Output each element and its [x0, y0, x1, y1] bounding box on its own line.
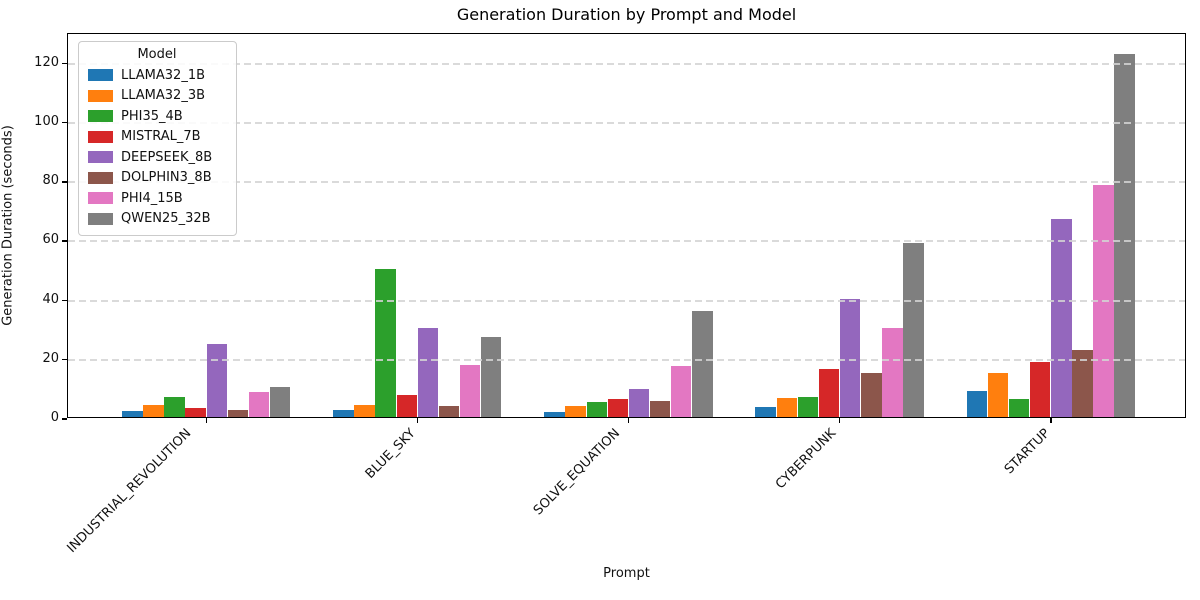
y-tick-label-40: 40	[42, 291, 59, 307]
legend-swatch-icon	[88, 171, 113, 184]
y-tick-mark	[62, 121, 67, 124]
bar-PHI35_4B-STARTUP	[1008, 398, 1030, 417]
legend-item-PHI4_15B: PHI4_15B	[88, 188, 226, 209]
bar-QWEN25_32B-STARTUP	[1114, 53, 1135, 417]
legend-label: PHI35_4B	[121, 108, 183, 124]
bar-PHI35_4B-INDUSTRIAL_REVOLUTION	[164, 396, 185, 417]
x-tick-mark	[205, 418, 207, 423]
bar-DEEPSEEK_8B-INDUSTRIAL_REVOLUTION	[206, 343, 227, 417]
x-axis-label: Prompt	[603, 566, 650, 581]
y-tick-mark	[62, 181, 67, 183]
x-tick-mark	[627, 418, 630, 423]
legend-label: QWEN25_32B	[121, 211, 211, 227]
legend-swatch-icon	[88, 130, 113, 143]
bar-DOLPHIN3_8B-INDUSTRIAL_REVOLUTION	[227, 409, 249, 417]
bar-PHI4_15B-SOLVE_EQUATION	[670, 366, 692, 417]
bar-DOLPHIN3_8B-SOLVE_EQUATION	[649, 401, 671, 417]
legend-item-PHI35_4B: PHI35_4B	[88, 106, 226, 127]
bar-PHI4_15B-CYBERPUNK	[882, 328, 903, 417]
bar-QWEN25_32B-BLUE_SKY	[480, 337, 502, 417]
y-tick-label-20: 20	[42, 350, 59, 366]
bar-LLAMA32_1B-CYBERPUNK	[755, 406, 776, 417]
bar-PHI35_4B-BLUE_SKY	[375, 268, 396, 417]
bar-DOLPHIN3_8B-CYBERPUNK	[861, 372, 882, 417]
legend-title: Model	[137, 47, 177, 62]
bar-PHI35_4B-SOLVE_EQUATION	[586, 401, 608, 417]
legend-swatch-icon	[88, 89, 113, 102]
bar-DOLPHIN3_8B-STARTUP	[1072, 349, 1093, 417]
x-tick-mark	[838, 418, 841, 423]
y-tick-label-100: 100	[34, 113, 59, 129]
bar-LLAMA32_3B-SOLVE_EQUATION	[565, 406, 586, 417]
legend-swatch-icon	[88, 212, 113, 225]
x-tick-mark	[1050, 418, 1052, 423]
bar-MISTRAL_7B-SOLVE_EQUATION	[607, 399, 629, 417]
bar-MISTRAL_7B-STARTUP	[1029, 361, 1051, 417]
x-tick-label-SOLVE_EQUATION: SOLVE_EQUATION	[531, 426, 624, 519]
y-tick-mark	[62, 62, 67, 65]
legend-items: LLAMA32_1B LLAMA32_3B PHI35_4B MISTRAL_7B DE…	[88, 65, 226, 229]
bar-QWEN25_32B-CYBERPUNK	[903, 242, 924, 417]
x-tick-label-INDUSTRIAL_REVOLUTION: INDUSTRIAL_REVOLUTION	[64, 426, 195, 556]
bar-PHI4_15B-INDUSTRIAL_REVOLUTION	[248, 391, 270, 417]
y-tick-mark	[62, 418, 67, 420]
bar-LLAMA32_1B-INDUSTRIAL_REVOLUTION	[122, 410, 143, 417]
bar-LLAMA32_1B-SOLVE_EQUATION	[544, 411, 565, 417]
bar-LLAMA32_1B-STARTUP	[966, 390, 988, 417]
bar-PHI4_15B-STARTUP	[1093, 184, 1114, 417]
legend-label: LLAMA32_1B	[121, 67, 206, 83]
legend-label: DEEPSEEK_8B	[121, 149, 213, 165]
y-tick-mark	[62, 299, 67, 302]
legend-item-LLAMA32_3B: LLAMA32_3B	[88, 86, 226, 107]
legend-swatch-icon	[88, 69, 113, 82]
x-tick-label-STARTUP: STARTUP	[1001, 426, 1054, 478]
legend-item-QWEN25_32B: QWEN25_32B	[88, 209, 226, 230]
legend: Model LLAMA32_1B LLAMA32_3B PHI35_4B MISTRA…	[78, 41, 237, 236]
legend-label: MISTRAL_7B	[121, 129, 201, 145]
gridline-y20	[68, 358, 1185, 361]
legend-swatch-icon	[88, 192, 113, 205]
y-tick-mark	[62, 358, 67, 361]
bar-MISTRAL_7B-BLUE_SKY	[396, 394, 418, 417]
y-tick-label-80: 80	[42, 173, 59, 189]
bar-LLAMA32_3B-CYBERPUNK	[776, 398, 798, 417]
bar-DEEPSEEK_8B-STARTUP	[1051, 219, 1072, 417]
bar-LLAMA32_3B-BLUE_SKY	[354, 405, 375, 417]
y-tick-label-120: 120	[34, 54, 59, 70]
y-axis-label: Generation Duration (seconds)	[0, 125, 16, 326]
bar-LLAMA32_1B-BLUE_SKY	[333, 409, 354, 417]
legend-label: PHI4_15B	[121, 190, 183, 206]
x-tick-mark	[416, 418, 419, 423]
x-tick-label-BLUE_SKY: BLUE_SKY	[363, 426, 419, 482]
bar-QWEN25_32B-SOLVE_EQUATION	[692, 310, 713, 417]
x-tick-label-CYBERPUNK: CYBERPUNK	[773, 426, 840, 493]
bar-DEEPSEEK_8B-CYBERPUNK	[839, 299, 861, 417]
bar-DEEPSEEK_8B-SOLVE_EQUATION	[628, 388, 650, 417]
bar-LLAMA32_3B-STARTUP	[987, 373, 1009, 417]
legend-swatch-icon	[88, 110, 113, 123]
legend-label: DOLPHIN3_8B	[121, 170, 212, 186]
legend-item-DOLPHIN3_8B: DOLPHIN3_8B	[88, 168, 226, 189]
gridline-y40	[68, 299, 1185, 302]
gridline-y60	[68, 240, 1185, 243]
legend-label: LLAMA32_3B	[121, 88, 206, 104]
bar-DOLPHIN3_8B-BLUE_SKY	[438, 406, 460, 417]
legend-item-MISTRAL_7B: MISTRAL_7B	[88, 127, 226, 148]
y-tick-label-0: 0	[50, 410, 59, 425]
y-tick-mark	[62, 240, 67, 242]
plot-area	[67, 33, 1186, 418]
bar-DEEPSEEK_8B-BLUE_SKY	[417, 328, 439, 417]
legend-item-LLAMA32_1B: LLAMA32_1B	[88, 65, 226, 86]
chart-title: Generation Duration by Prompt and Model	[456, 5, 797, 24]
legend-swatch-icon	[88, 151, 113, 164]
bar-MISTRAL_7B-CYBERPUNK	[818, 369, 840, 417]
y-tick-label-60: 60	[42, 232, 59, 248]
bar-MISTRAL_7B-INDUSTRIAL_REVOLUTION	[185, 407, 206, 417]
bar-PHI35_4B-CYBERPUNK	[797, 396, 819, 417]
bar-PHI4_15B-BLUE_SKY	[459, 364, 481, 417]
bar-LLAMA32_3B-INDUSTRIAL_REVOLUTION	[143, 405, 164, 417]
bar-QWEN25_32B-INDUSTRIAL_REVOLUTION	[269, 386, 291, 417]
legend-item-DEEPSEEK_8B: DEEPSEEK_8B	[88, 147, 226, 168]
